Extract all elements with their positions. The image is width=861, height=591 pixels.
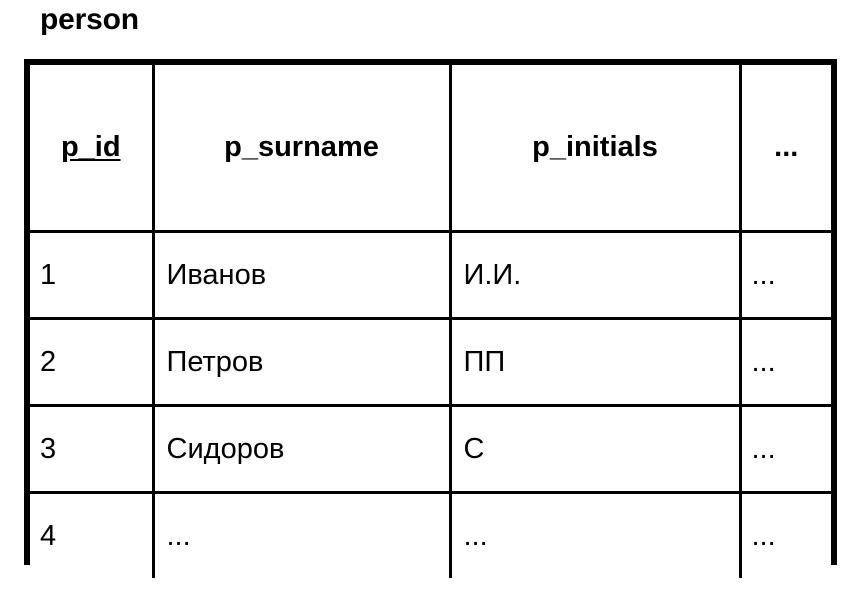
column-header-label: p_surname xyxy=(224,131,379,163)
cell-more: ... xyxy=(740,492,831,578)
column-header-p-surname: p_surname xyxy=(153,65,452,233)
cell-p-initials: И.И. xyxy=(450,231,742,320)
column-header-p-initials: p_initials xyxy=(450,65,742,233)
cell-p-id: 2 xyxy=(30,318,155,407)
table-header-row: p_id p_surname p_initials ... xyxy=(30,65,831,233)
entity-table-frame: p_id p_surname p_initials ... 1 Ива xyxy=(24,59,837,578)
cell-p-surname: Иванов xyxy=(153,231,452,320)
cell-p-surname: Петров xyxy=(153,318,452,407)
table-row: 2 Петров ПП ... xyxy=(30,318,831,407)
cell-more: ... xyxy=(740,231,831,320)
cell-p-initials: С xyxy=(450,405,742,494)
table-row: 3 Сидоров С ... xyxy=(30,405,831,494)
column-header-label: ... xyxy=(774,131,799,163)
table-row: 4 ... ... ... xyxy=(30,492,831,578)
column-header-label: p_initials xyxy=(532,131,658,163)
cell-p-id: 1 xyxy=(30,231,155,320)
cell-p-id: 4 xyxy=(30,492,155,578)
column-header-p-id: p_id xyxy=(30,65,155,233)
entity-table: p_id p_surname p_initials ... 1 Ива xyxy=(30,65,831,578)
cell-more: ... xyxy=(740,405,831,494)
cell-more: ... xyxy=(740,318,831,407)
column-header-more: ... xyxy=(740,65,831,233)
cell-p-surname: ... xyxy=(153,492,452,578)
page-title: person xyxy=(40,3,139,36)
cell-p-initials: ПП xyxy=(450,318,742,407)
cell-p-initials: ... xyxy=(450,492,742,578)
table-row: 1 Иванов И.И. ... xyxy=(30,231,831,320)
cell-p-surname: Сидоров xyxy=(153,405,452,494)
cell-p-id: 3 xyxy=(30,405,155,494)
column-header-label: p_id xyxy=(60,131,121,163)
